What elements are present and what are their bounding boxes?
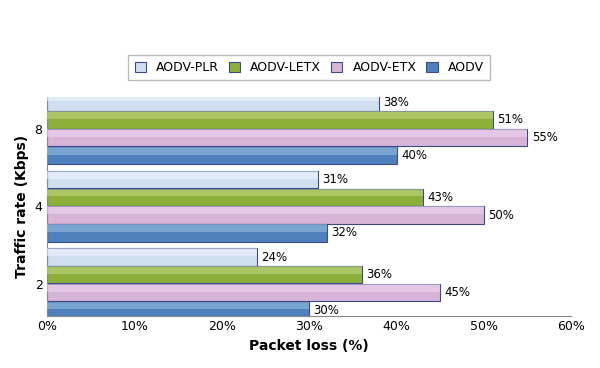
Text: 45%: 45% [445,286,470,299]
Bar [47,171,318,179]
Text: 50%: 50% [488,209,514,222]
Text: 38%: 38% [383,96,409,109]
Legend: AODV-PLR, AODV-LETX, AODV-ETX, AODV: AODV-PLR, AODV-LETX, AODV-ETX, AODV [128,55,490,81]
Bar [47,284,440,301]
Bar [47,147,397,164]
Text: 43%: 43% [427,191,453,204]
Text: 31%: 31% [322,173,349,186]
Bar [47,248,257,256]
Bar [47,129,527,146]
Bar [47,206,484,224]
Y-axis label: Traffic rate (Kbps): Traffic rate (Kbps) [15,135,29,278]
Bar [47,93,379,111]
Bar [47,111,493,128]
Bar [47,284,440,292]
Text: 51%: 51% [497,113,523,126]
Text: 32%: 32% [331,226,357,239]
Text: 55%: 55% [532,131,557,144]
Bar [47,129,527,137]
Text: 36%: 36% [366,268,392,281]
Bar [47,93,379,101]
Bar [47,189,422,197]
Bar [47,302,309,319]
Bar [47,189,422,206]
Bar [47,147,397,155]
Bar [47,111,493,119]
Bar [47,302,309,309]
Text: 30%: 30% [314,304,340,317]
Bar [47,248,257,266]
Text: 24%: 24% [261,251,287,263]
X-axis label: Packet loss (%): Packet loss (%) [250,339,369,353]
Bar [47,266,362,274]
Bar [47,266,362,283]
Bar [47,224,326,241]
Bar [47,206,484,214]
Bar [47,171,318,188]
Bar [47,224,326,232]
Text: 40%: 40% [401,149,427,162]
